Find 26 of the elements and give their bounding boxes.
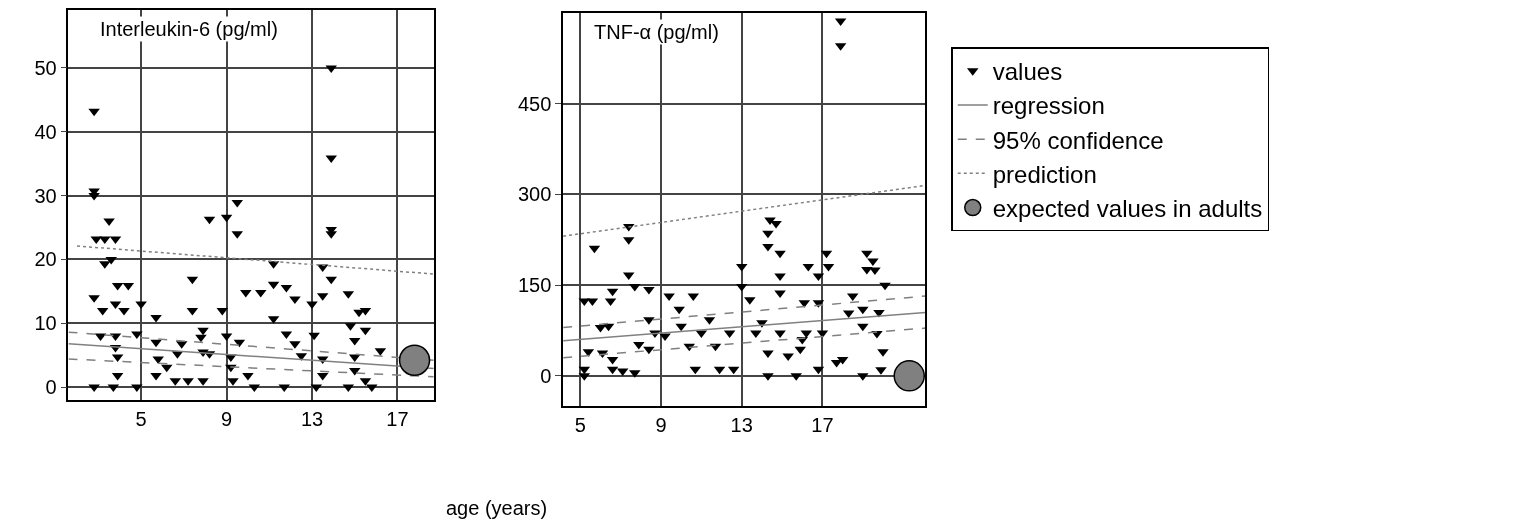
x-tick-label: 17 bbox=[811, 413, 834, 436]
x-tick-label: 5 bbox=[135, 407, 147, 430]
y-tick-label: 0 bbox=[45, 376, 57, 399]
x-tick-label: 9 bbox=[221, 407, 233, 430]
y-tick-label: 20 bbox=[34, 248, 57, 271]
x-tick-label: 5 bbox=[574, 413, 586, 436]
y-tick-label: 0 bbox=[540, 364, 552, 387]
x-tick-label: 9 bbox=[655, 413, 667, 436]
x-tick-label: 13 bbox=[730, 413, 753, 436]
y-tick-label: 300 bbox=[518, 183, 552, 206]
x-tick-label: 17 bbox=[386, 407, 409, 430]
y-tick-label: 40 bbox=[34, 120, 57, 143]
y-tick-label: 150 bbox=[518, 274, 552, 297]
legend-label: values bbox=[992, 58, 1063, 86]
legend-label: 95% confidence bbox=[992, 126, 1164, 154]
legend-label: regression bbox=[992, 92, 1105, 120]
chart-title: Interleukin-6 (pg/ml) bbox=[100, 18, 278, 40]
x-tick-label: 13 bbox=[300, 407, 324, 430]
chart-title: TNF-α (pg/ml) bbox=[594, 21, 719, 43]
legend-label: expected values in adults bbox=[992, 194, 1263, 222]
x-axis-title: age (years) bbox=[446, 497, 548, 519]
y-tick-label: 450 bbox=[518, 92, 552, 115]
y-tick-label: 50 bbox=[34, 56, 57, 79]
y-tick-label: 10 bbox=[34, 312, 57, 335]
y-tick-label: 30 bbox=[34, 184, 57, 207]
legend-label: prediction bbox=[992, 160, 1097, 188]
